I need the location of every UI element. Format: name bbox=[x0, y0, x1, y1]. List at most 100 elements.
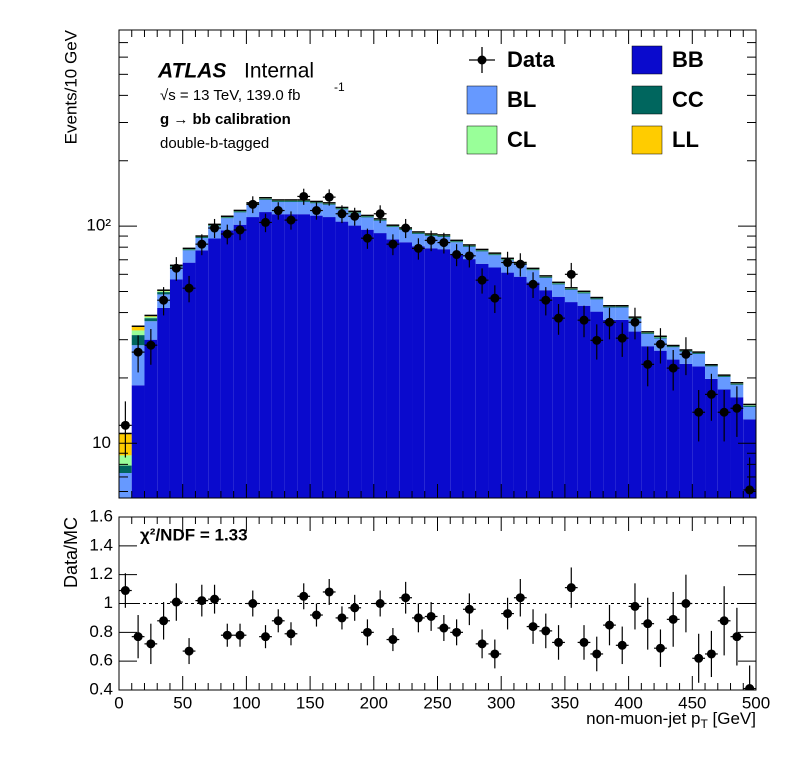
data-point bbox=[681, 349, 691, 359]
stack-segment bbox=[220, 217, 234, 219]
data-point bbox=[120, 420, 130, 430]
stack-segment bbox=[705, 378, 718, 498]
stack-segment bbox=[615, 319, 629, 498]
x-axis-label: non-muon-jet pT [GeV] bbox=[586, 709, 756, 731]
data-point bbox=[426, 235, 436, 245]
data-point bbox=[452, 250, 462, 260]
data-point bbox=[362, 233, 372, 243]
stack-segment bbox=[564, 302, 578, 498]
stack-segment bbox=[666, 359, 680, 498]
legend-label: Data bbox=[507, 47, 555, 72]
stack-segment bbox=[412, 232, 425, 234]
stack-segment bbox=[590, 311, 604, 498]
stack-segment bbox=[182, 262, 196, 498]
stack-segment bbox=[603, 306, 616, 308]
stack-segment bbox=[233, 224, 247, 498]
stack-segment bbox=[654, 350, 667, 498]
ratio-point bbox=[515, 593, 525, 603]
stack-segment bbox=[322, 204, 336, 218]
stack-segment bbox=[131, 385, 145, 498]
stack-segment bbox=[131, 326, 145, 331]
selection-label: g → bb calibration bbox=[160, 111, 291, 128]
stack-segment bbox=[577, 305, 591, 498]
legend-label: LL bbox=[672, 127, 699, 152]
x-label-main: non-muon-jet p bbox=[586, 709, 700, 728]
stack-segment bbox=[284, 201, 298, 215]
stack-segment bbox=[615, 306, 629, 308]
stack-segment bbox=[271, 214, 285, 498]
ratio-point bbox=[235, 630, 245, 640]
stack-segment bbox=[564, 288, 578, 290]
y-tick-label: 10 bbox=[92, 433, 111, 452]
ratio-point bbox=[528, 622, 538, 632]
ratio-y-tick-label: 1.2 bbox=[89, 564, 113, 583]
x-tick-label: 450 bbox=[678, 693, 706, 712]
ratio-point bbox=[197, 596, 207, 606]
y-tick-label: 10² bbox=[86, 216, 111, 235]
stack-segment bbox=[590, 298, 604, 300]
stack-segment bbox=[144, 318, 158, 322]
ratio-point bbox=[681, 599, 691, 608]
stack-segment bbox=[743, 405, 756, 406]
data-point bbox=[248, 199, 258, 209]
stack-segment bbox=[361, 217, 374, 230]
ratio-point bbox=[477, 639, 487, 649]
stack-segment bbox=[705, 365, 718, 367]
stack-segment bbox=[513, 276, 527, 498]
ratio-plot bbox=[119, 567, 756, 690]
stack-segment bbox=[412, 246, 425, 498]
stack-segment bbox=[564, 288, 578, 289]
stack-segment bbox=[730, 397, 744, 498]
chi2-label: χ²/NDF = 1.33 bbox=[140, 525, 248, 544]
data-point bbox=[159, 295, 169, 305]
stack-segment bbox=[182, 250, 196, 263]
data-point bbox=[719, 407, 729, 417]
x-tick-label: 400 bbox=[614, 693, 642, 712]
stack-segment bbox=[615, 307, 629, 320]
stack-segment bbox=[335, 221, 349, 498]
data-point bbox=[477, 275, 487, 285]
data-point bbox=[261, 217, 271, 227]
stack-segment bbox=[271, 200, 285, 202]
ratio-point bbox=[388, 635, 398, 645]
stack-segment bbox=[412, 232, 425, 233]
stack-segment bbox=[641, 333, 655, 334]
stack-segment bbox=[590, 299, 604, 312]
axes: 10 10² 0.4 0.6 0.8 1 1.2 1.4 1.6 0 50 100 150 200 250 3… bbox=[86, 29, 770, 712]
stack-segment bbox=[310, 215, 323, 498]
ratio-point bbox=[554, 637, 564, 647]
stack-segment bbox=[552, 284, 565, 297]
stack-segment bbox=[641, 333, 655, 347]
ratio-point bbox=[439, 623, 449, 633]
stack-segment bbox=[641, 332, 655, 334]
data-point bbox=[643, 359, 653, 369]
ratio-y-tick-label: 0.8 bbox=[89, 622, 113, 641]
stack-segment bbox=[233, 211, 247, 213]
ratio-point bbox=[668, 614, 678, 624]
stack-segment bbox=[488, 254, 502, 256]
ratio-point bbox=[592, 649, 602, 659]
ratio-point bbox=[311, 610, 321, 620]
ratio-point bbox=[452, 627, 462, 637]
ratio-point bbox=[604, 620, 614, 630]
stack-segment bbox=[641, 346, 655, 498]
stack-segment bbox=[361, 215, 374, 217]
data-point bbox=[210, 223, 220, 233]
stack-segment bbox=[475, 250, 489, 252]
stack-segment bbox=[322, 217, 336, 498]
stack-segment bbox=[259, 198, 272, 200]
ratio-point bbox=[299, 591, 309, 601]
data-point bbox=[235, 225, 245, 235]
ratio-point bbox=[248, 599, 258, 608]
stack-segment bbox=[386, 239, 400, 498]
top-plot bbox=[119, 188, 756, 498]
ratio-point bbox=[184, 646, 194, 656]
data-point bbox=[592, 335, 602, 345]
lumi-superscript: -1 bbox=[334, 80, 345, 94]
stack-segment bbox=[131, 330, 145, 336]
ratio-point bbox=[464, 604, 474, 614]
data-point bbox=[299, 191, 309, 201]
data-point bbox=[528, 279, 538, 289]
stack-segment bbox=[692, 353, 706, 367]
data-point bbox=[668, 363, 678, 373]
